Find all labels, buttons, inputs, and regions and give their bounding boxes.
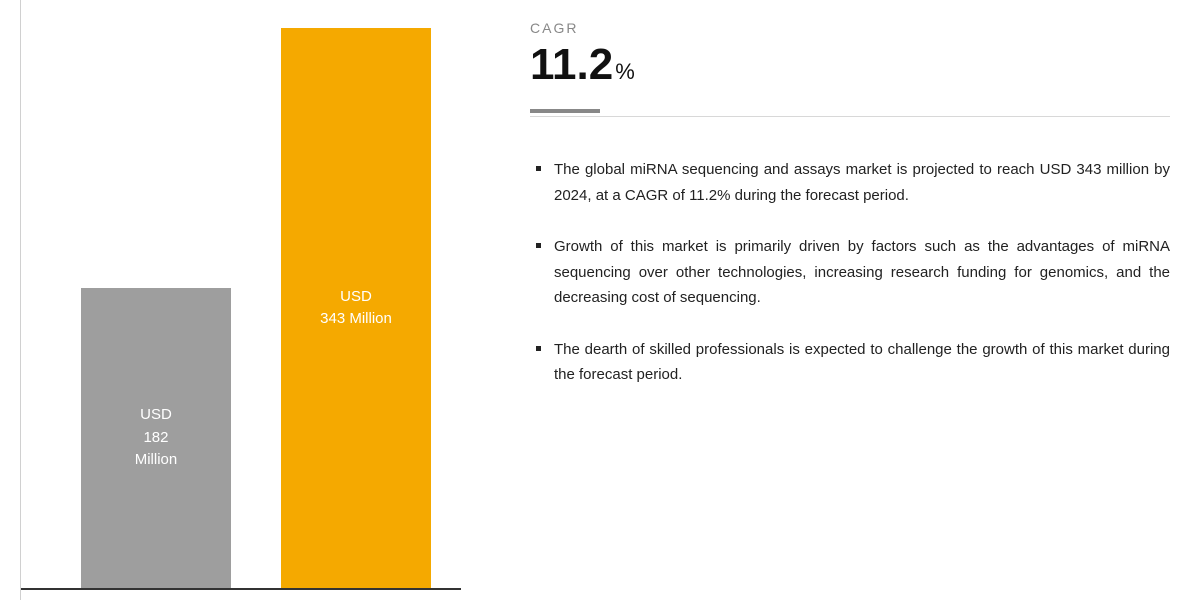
cagr-value: 11.2% [530,40,1170,90]
info-panel: CAGR 11.2% The global miRNA sequencing a… [520,0,1200,600]
chart-baseline [21,588,461,590]
divider-line [530,116,1170,117]
bullet-item: Growth of this market is primarily drive… [530,234,1170,311]
bar-label-line: 182 [135,427,178,450]
cagr-label: CAGR [530,20,1170,36]
bar-forecast-year: USD 343 Million [281,28,431,588]
divider-accent [530,109,600,113]
bar-label-line: 343 Million [320,308,392,331]
bullet-item: The dearth of skilled professionals is e… [530,337,1170,388]
cagr-number: 11.2 [530,40,613,90]
bar-label-line: USD [135,404,178,427]
cagr-percent-sign: % [615,59,635,85]
bar-label-line: Million [135,449,178,472]
bar-base-year: USD 182 Million [81,288,231,588]
bullet-list: The global miRNA sequencing and assays m… [530,157,1170,388]
bar-label-line: USD [320,286,392,309]
bullet-item: The global miRNA sequencing and assays m… [530,157,1170,208]
bar-chart: USD 182 Million USD 343 Million [20,0,520,600]
divider [530,100,1170,117]
